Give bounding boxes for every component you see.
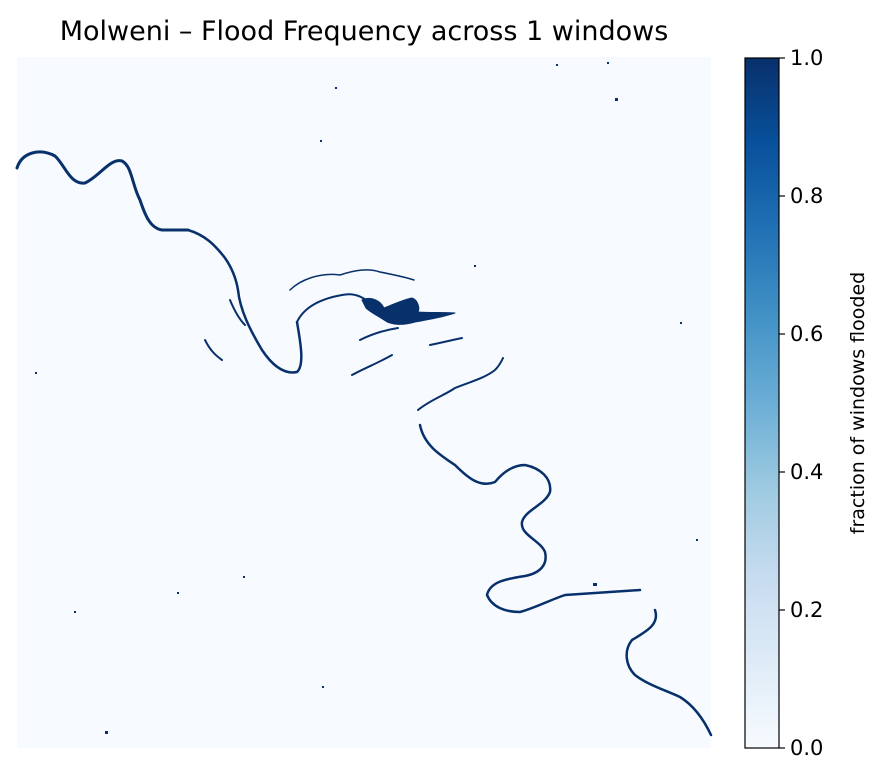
colorbar-tick-label: 0.6: [790, 322, 823, 346]
colorbar-tick-label: 0.8: [790, 184, 823, 208]
isolated-pixel: [607, 62, 609, 64]
isolated-pixel: [680, 322, 682, 324]
isolated-pixel: [615, 98, 618, 101]
flooded-pixels: [15, 62, 713, 737]
colorbar-tick-label: 0.0: [790, 736, 823, 760]
colorbar-label: fraction of windows flooded: [847, 272, 869, 534]
isolated-pixel: [74, 611, 76, 613]
scattered-channel-mid: [351, 327, 463, 376]
isolated-pixel: [474, 265, 476, 267]
isolated-pixel: [556, 64, 558, 66]
chart-title: Molweni – Flood Frequency across 1 windo…: [60, 16, 669, 47]
scattered-channel-left: [204, 299, 246, 361]
river-channel-middle: [418, 423, 642, 614]
colorbar-ticks: 0.0 0.2 0.4 0.6 0.8 1.0: [779, 46, 823, 760]
isolated-pixel: [105, 731, 108, 734]
isolated-pixel: [593, 583, 597, 586]
isolated-pixel: [335, 87, 337, 89]
isolated-pixel: [35, 372, 37, 374]
isolated-pixel: [320, 140, 322, 142]
isolated-pixel: [243, 576, 245, 578]
heatmap-background: [17, 57, 711, 748]
isolated-pixel: [696, 539, 698, 541]
lake-body: [361, 297, 456, 325]
lake-outline-upper: [289, 269, 415, 291]
river-channel-bend: [186, 228, 303, 374]
colorbar-gradient: [744, 57, 780, 749]
river-channel-lower: [625, 608, 713, 737]
isolated-pixel: [177, 592, 179, 594]
colorbar-tick-label: 1.0: [790, 46, 823, 70]
colorbar-tick-label: 0.4: [790, 460, 823, 484]
heatmap-panel: [15, 57, 713, 748]
tributary-upper-right: [417, 357, 504, 411]
river-channel-upper: [15, 150, 190, 232]
isolated-pixel: [322, 686, 324, 688]
colorbar: 0.0 0.2 0.4 0.6 0.8 1.0 fraction of windows f…: [744, 46, 869, 760]
colorbar-tick-label: 0.2: [790, 598, 823, 622]
